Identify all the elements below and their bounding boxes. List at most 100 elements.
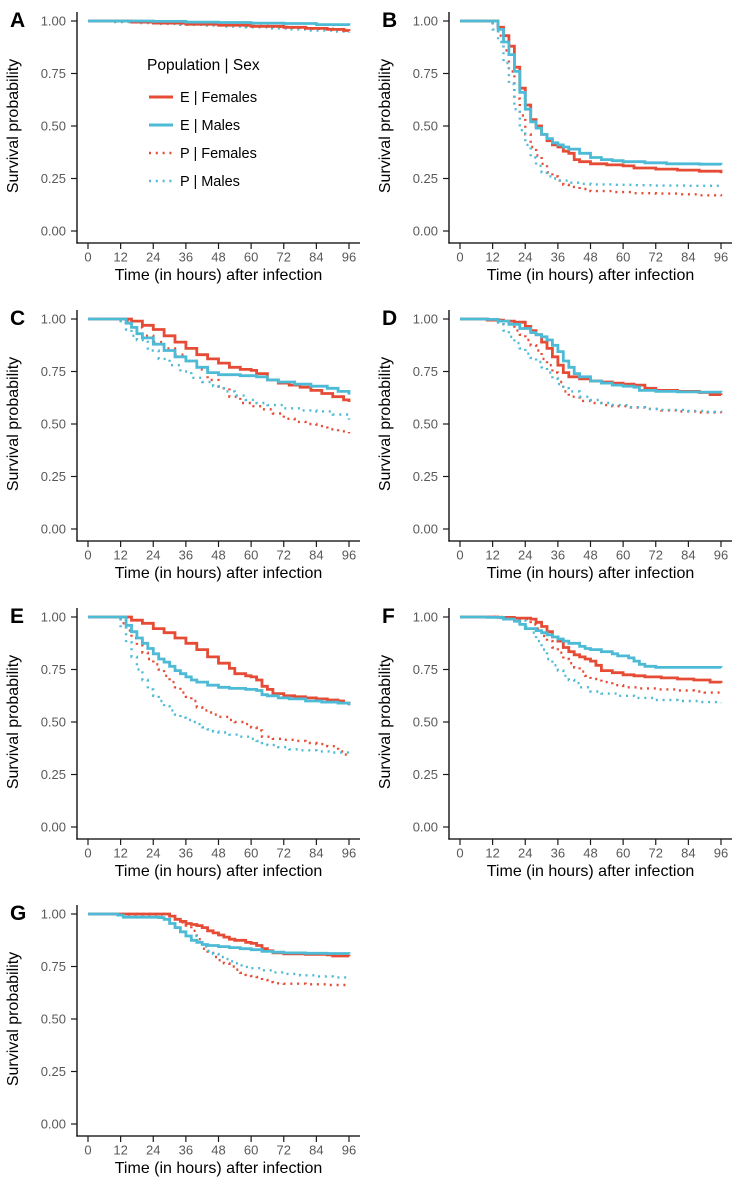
panel-E-cell: E Survival probability 1.00 0.75 0.50 0.25 0.0…: [0, 596, 372, 894]
curve-e-females: [88, 912, 351, 958]
panel-A-cell: A Survival probability 1.00 0.75 0.50 0.25 0.0…: [0, 0, 372, 298]
x-tick-label: 96: [342, 250, 356, 265]
y-axis-label: Survival probability: [377, 357, 394, 491]
y-tick-label: 0.25: [413, 171, 438, 186]
y-tick-label: 1.00: [41, 311, 66, 326]
curve-p-males: [88, 615, 351, 754]
y-tick-label: 0.50: [413, 714, 438, 729]
x-tick-label: 96: [342, 845, 356, 860]
panel-B-cell: B Survival probability 1.00 0.75 0.50 0.25 0.0…: [372, 0, 744, 298]
x-tick-label: 12: [113, 845, 127, 860]
x-tick-label: 72: [277, 250, 291, 265]
x-tick-label: 0: [84, 1143, 91, 1158]
panel-letter-F: F: [382, 605, 395, 628]
x-tick-label: 12: [113, 250, 127, 265]
x-tick-label: 0: [84, 250, 91, 265]
x-tick-label: 72: [277, 547, 291, 562]
x-tick-label: 24: [518, 547, 532, 562]
y-tick-label: 0.25: [413, 469, 438, 484]
x-tick-label: 60: [616, 250, 630, 265]
x-axis-label: Time (in hours) after infection: [115, 267, 322, 284]
survival-panel-E: E Survival probability 1.00 0.75 0.50 0.25 0.0…: [5, 605, 360, 880]
x-tick-label: 60: [244, 250, 258, 265]
x-tick-label: 60: [616, 845, 630, 860]
x-axis-label: Time (in hours) after infection: [115, 565, 322, 582]
x-tick-label: 0: [84, 845, 91, 860]
x-tick-label: 84: [309, 1143, 323, 1158]
x-tick-label: 48: [583, 547, 597, 562]
y-tick-label: 0.00: [41, 1117, 66, 1132]
survival-panel-F: F Survival probability 1.00 0.75 0.50 0.25 0.0…: [377, 605, 732, 880]
y-tick-label: 0.25: [413, 767, 438, 782]
y-axis-label: Survival probability: [377, 59, 394, 193]
x-tick-label: 36: [551, 845, 565, 860]
y-tick-label: 1.00: [41, 14, 66, 29]
y-tick-label: 0.25: [41, 469, 66, 484]
y-tick-label: 0.00: [413, 224, 438, 239]
y-tick-label: 0.75: [41, 662, 66, 677]
y-tick-label: 0.75: [41, 66, 66, 81]
x-tick-label: 24: [518, 250, 532, 265]
legend: Population | Sex E | Females E | Males P | …: [147, 57, 260, 190]
x-tick-label: 0: [456, 547, 463, 562]
y-tick-label: 0.00: [41, 224, 66, 239]
x-tick-label: 84: [309, 845, 323, 860]
x-tick-label: 96: [714, 845, 728, 860]
curve-e-females: [460, 317, 723, 396]
survival-panel-C: C Survival probability 1.00 0.75 0.50 0.25 0.0…: [5, 307, 360, 582]
empty-cell: [372, 893, 744, 1191]
curve-p-males: [88, 317, 351, 420]
x-tick-label: 96: [714, 547, 728, 562]
legend-label-1: E | Females: [180, 90, 257, 106]
y-tick-label: 1.00: [41, 609, 66, 624]
x-tick-label: 72: [649, 250, 663, 265]
curve-e-males: [88, 19, 351, 26]
x-tick-label: 12: [485, 250, 499, 265]
x-tick-label: 24: [518, 845, 532, 860]
x-axis-label: Time (in hours) after infection: [115, 1160, 322, 1177]
curve-p-males: [88, 19, 351, 33]
x-tick-label: 48: [583, 845, 597, 860]
x-tick-label: 48: [211, 547, 225, 562]
panel-letter-G: G: [10, 902, 26, 925]
legend-label-2: E | Males: [180, 118, 240, 134]
x-tick-label: 96: [342, 1143, 356, 1158]
x-tick-label: 0: [84, 547, 91, 562]
y-tick-label: 0.50: [41, 416, 66, 431]
curve-p-females: [88, 317, 351, 434]
y-tick-label: 1.00: [41, 907, 66, 922]
x-tick-label: 12: [485, 547, 499, 562]
x-axis-label: Time (in hours) after infection: [487, 565, 694, 582]
x-tick-label: 84: [309, 547, 323, 562]
x-axis-label: Time (in hours) after infection: [487, 267, 694, 284]
curve-e-males: [88, 615, 351, 705]
curve-e-males: [460, 317, 723, 394]
panel-letter-A: A: [10, 9, 25, 32]
curve-e-females: [460, 615, 723, 683]
y-tick-label: 0.50: [41, 714, 66, 729]
panel-C-cell: C Survival probability 1.00 0.75 0.50 0.25 0.0…: [0, 298, 372, 596]
y-tick-label: 0.50: [413, 416, 438, 431]
curve-e-males: [460, 19, 723, 166]
x-tick-label: 36: [179, 547, 193, 562]
curve-p-females: [88, 913, 351, 987]
y-tick-label: 0.00: [41, 521, 66, 536]
y-tick-label: 0.75: [413, 662, 438, 677]
curve-p-males: [460, 19, 723, 187]
curve-e-females: [88, 615, 351, 705]
y-axis-label: Survival probability: [377, 654, 394, 788]
x-tick-label: 48: [583, 250, 597, 265]
y-tick-label: 0.25: [41, 1064, 66, 1079]
y-axis-label: Survival probability: [5, 357, 22, 491]
y-tick-label: 0.50: [41, 1012, 66, 1027]
y-tick-label: 0.75: [41, 959, 66, 974]
y-tick-label: 0.00: [41, 819, 66, 834]
legend-title: Population | Sex: [147, 57, 260, 74]
x-tick-label: 84: [681, 845, 695, 860]
x-tick-label: 12: [485, 845, 499, 860]
curve-e-males: [88, 912, 351, 956]
y-tick-label: 0.00: [413, 819, 438, 834]
panel-letter-D: D: [382, 307, 397, 330]
